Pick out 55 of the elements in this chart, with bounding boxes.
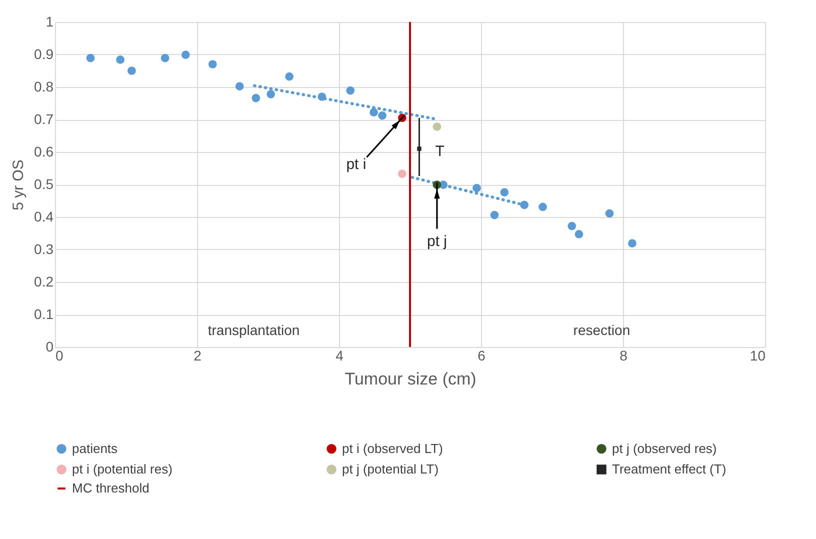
point: [285, 72, 294, 81]
point: [266, 90, 276, 98]
point: [346, 86, 355, 95]
legend-label: pt i (potential res): [72, 462, 172, 476]
point: [500, 188, 509, 196]
annotation: transplantation: [208, 322, 300, 338]
x-tick-label: 8: [620, 348, 628, 364]
y-tick-label: 0.1: [34, 306, 54, 322]
annotation: pt j: [426, 232, 447, 250]
x-tick-label: 10: [750, 348, 766, 364]
y-tick-label: 0.5: [34, 176, 54, 192]
point: [86, 54, 95, 62]
y-tick-label: 0.7: [34, 111, 54, 127]
x-tick-label: 4: [336, 348, 344, 364]
point: [208, 60, 217, 68]
x-tick-label: 6: [478, 348, 486, 364]
legend-label: pt j (observed res): [612, 440, 717, 456]
legend-label: MC threshold: [72, 480, 150, 496]
point: [490, 210, 499, 220]
y-tick-label: 0.2: [34, 274, 54, 290]
x-tick-label: 2: [194, 348, 202, 364]
point: [472, 184, 481, 192]
point: [318, 92, 326, 101]
point: [235, 82, 244, 91]
x-axis-title: Tumour size (cm): [344, 370, 476, 388]
point: [370, 108, 378, 117]
legend-label: pt i (observed LT): [342, 440, 443, 456]
point: [628, 239, 636, 248]
y-tick-label: 0.8: [34, 78, 54, 94]
point: [432, 122, 442, 131]
point: [252, 94, 260, 102]
y-tick-label: 0.3: [34, 241, 54, 257]
annotation: resection: [573, 322, 630, 338]
annotation: pt i: [346, 156, 366, 173]
point: [398, 170, 406, 178]
y-tick-label: 0.9: [34, 46, 54, 62]
y-tick-label: 0.6: [34, 144, 54, 160]
point: [605, 209, 614, 218]
point: [181, 50, 190, 59]
annotation: T: [435, 142, 444, 160]
point: [160, 54, 170, 62]
point: [378, 111, 386, 120]
point: [116, 56, 125, 64]
point: [568, 222, 576, 230]
point: [127, 66, 136, 75]
legend-label: pt j (potential LT): [342, 462, 439, 476]
point: [417, 146, 422, 151]
point: [538, 202, 547, 212]
point: [574, 230, 584, 238]
legend-label: Treatment effect (T): [612, 462, 726, 476]
y-tick-label: 1: [46, 14, 54, 30]
y-tick-label: 0.4: [34, 208, 54, 224]
point: [520, 200, 528, 210]
legend-label: patients: [72, 440, 118, 456]
y-axis-title: 5 yr OS: [10, 160, 28, 210]
